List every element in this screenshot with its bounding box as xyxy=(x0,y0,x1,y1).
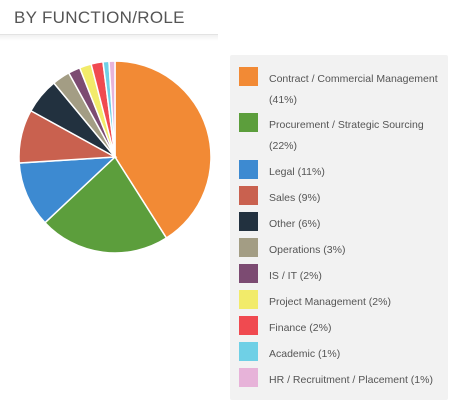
legend-label: Sales (9%) xyxy=(269,192,321,204)
legend-swatch xyxy=(239,368,258,387)
legend-label: HR / Recruitment / Placement (1%) xyxy=(269,374,433,386)
chart-legend: Contract / Commercial Management (41%) Pr… xyxy=(230,55,448,400)
legend-swatch xyxy=(239,316,258,335)
section-title: BY FUNCTION/ROLE xyxy=(14,8,185,27)
legend-swatch xyxy=(239,67,258,86)
pie-slice[interactable] xyxy=(18,156,118,224)
pie-chart xyxy=(14,56,216,258)
legend-label: Contract / Commercial Management (41%) xyxy=(269,73,438,106)
legend-swatch xyxy=(239,212,258,231)
legend-swatch xyxy=(239,160,258,179)
legend-swatch xyxy=(239,113,258,132)
legend-label: Operations (3%) xyxy=(269,244,346,256)
pie-slice[interactable] xyxy=(43,155,168,254)
legend-swatch xyxy=(239,264,258,283)
legend-label: Academic (1%) xyxy=(269,348,341,360)
legend-label: Legal (11%) xyxy=(269,166,325,178)
pie-slice[interactable] xyxy=(108,60,116,158)
header-divider xyxy=(0,35,218,41)
legend-label: Project Management (2%) xyxy=(269,296,391,308)
legend-label: Other (6%) xyxy=(269,218,321,230)
legend-label: Procurement / Strategic Sourcing (22%) xyxy=(269,119,424,152)
legend-swatch xyxy=(239,238,258,257)
legend-swatch xyxy=(239,342,258,361)
legend-swatch xyxy=(239,186,258,205)
legend-swatch xyxy=(239,290,258,309)
legend-label: IS / IT (2%) xyxy=(269,270,322,282)
section-header: BY FUNCTION/ROLE xyxy=(0,0,218,35)
legend-label: Finance (2%) xyxy=(269,322,332,334)
pie-chart-svg xyxy=(18,60,212,254)
